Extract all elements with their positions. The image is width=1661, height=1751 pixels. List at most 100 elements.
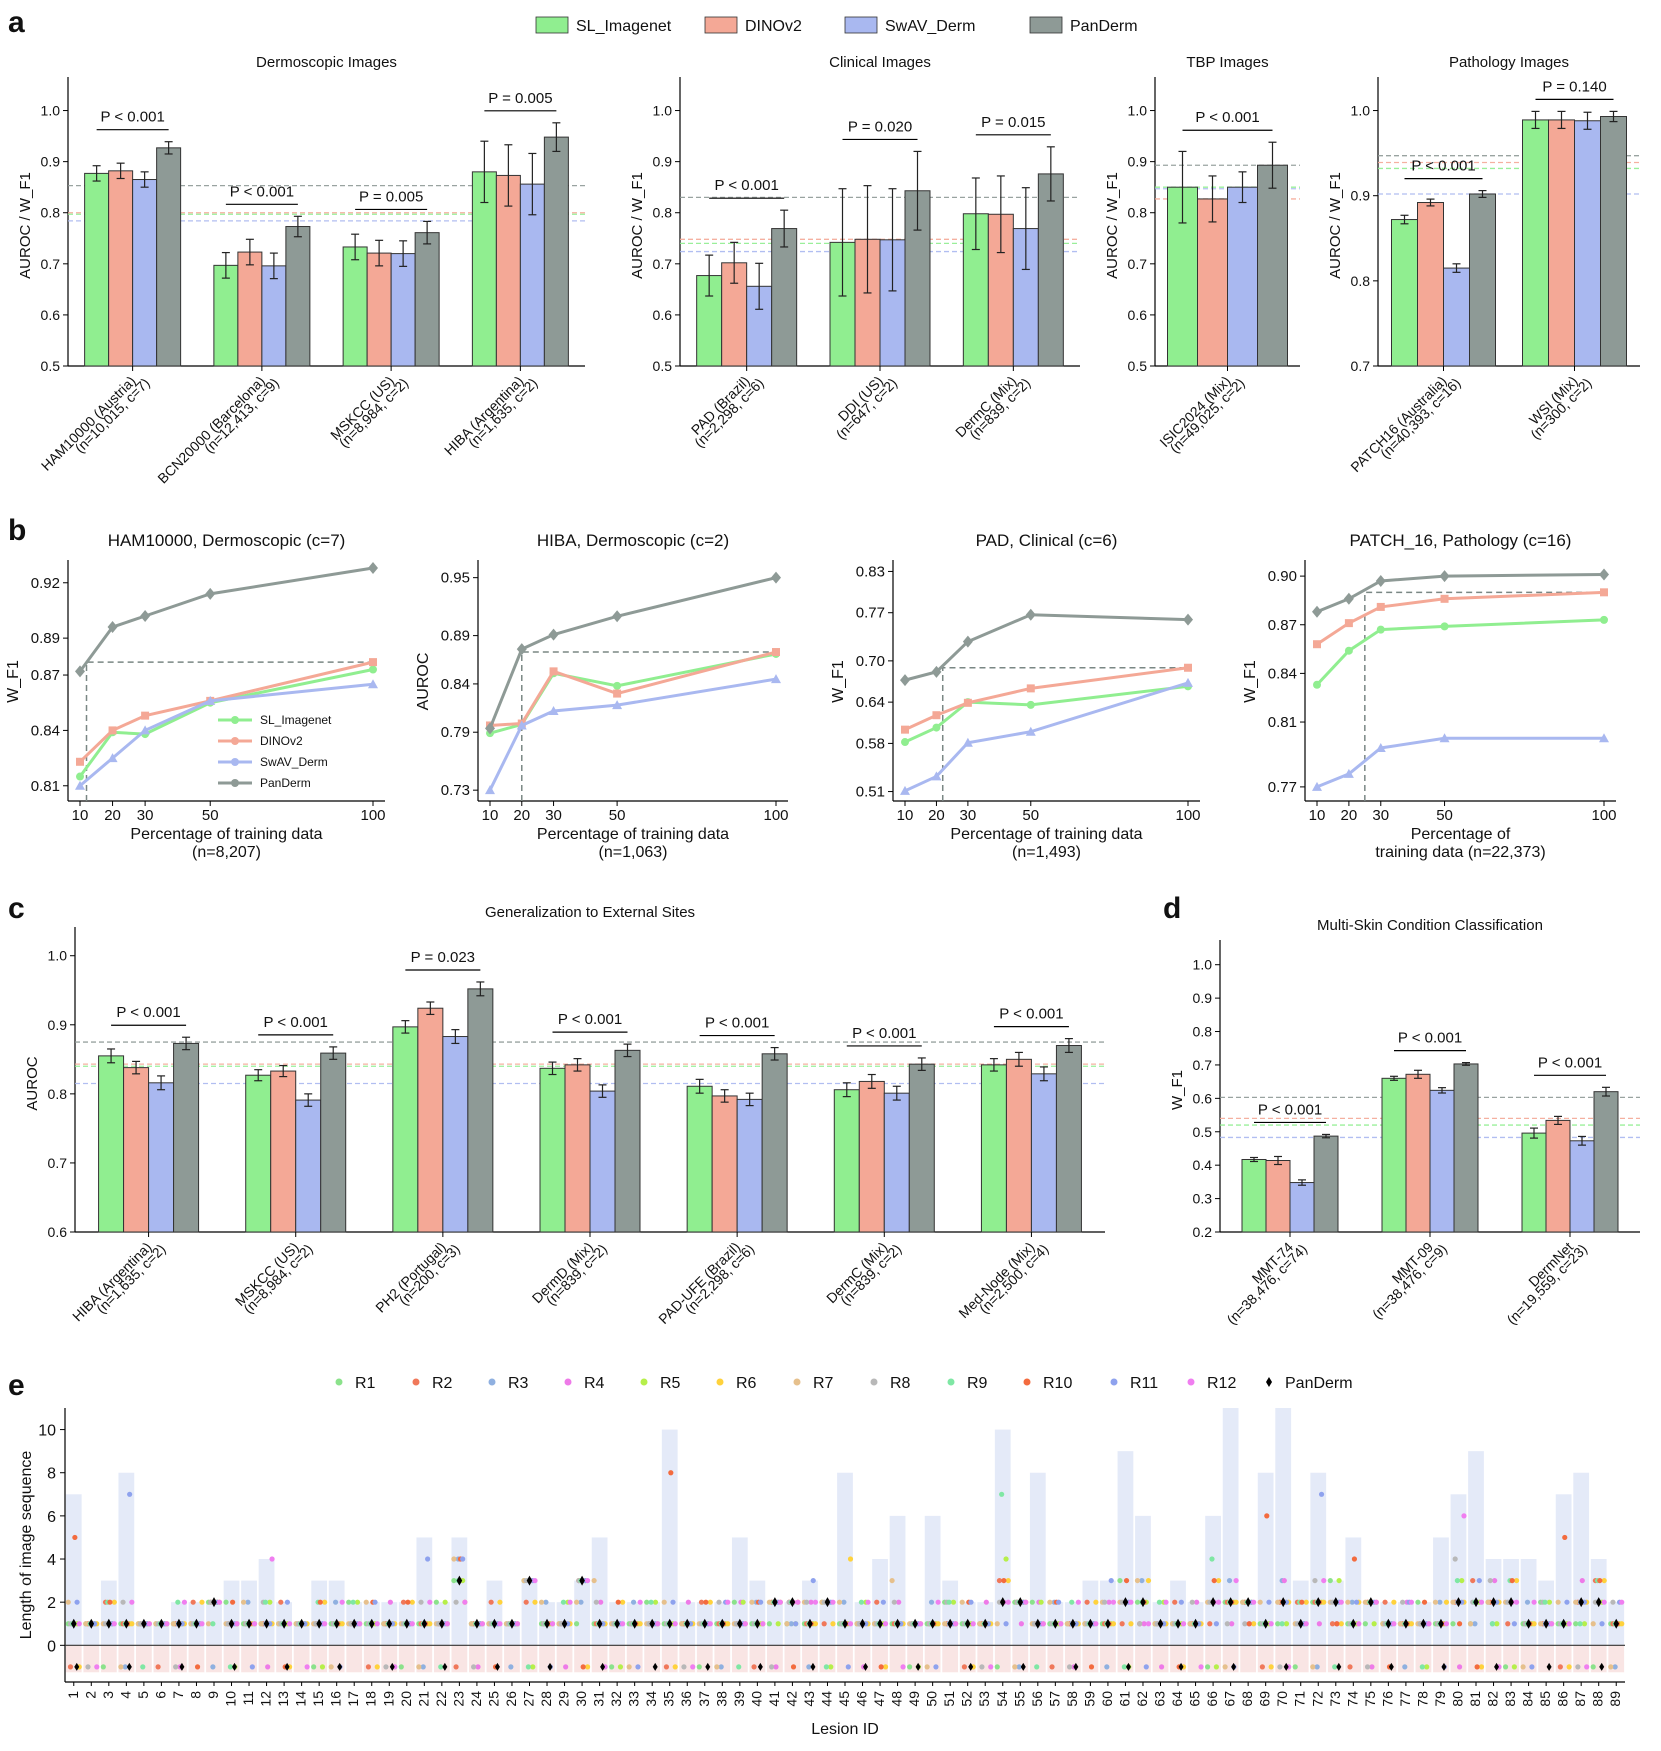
panderm-point	[246, 1618, 252, 1629]
x-tick-label: 23	[450, 1691, 466, 1707]
bar-DINOv2	[270, 1070, 297, 1233]
panderm-point-negative	[1546, 1662, 1552, 1671]
panderm-point	[1227, 1597, 1234, 1608]
x-tick-label: 65	[1187, 1691, 1203, 1707]
reader-point	[707, 1621, 713, 1627]
x-tick-label: 80	[1449, 1691, 1465, 1707]
reader-point	[497, 1599, 503, 1605]
reader-point	[1549, 1621, 1555, 1627]
panderm-point-negative	[968, 1662, 974, 1671]
reader-point	[1093, 1599, 1099, 1605]
length-bar	[65, 1494, 82, 1646]
point-SL_Imagenet	[1313, 680, 1321, 689]
reader-point	[933, 1664, 939, 1670]
y-tick-label: 0.77	[1268, 779, 1297, 796]
y-tick-label: 1.0	[653, 103, 673, 119]
panderm-point	[1087, 1618, 1094, 1629]
x-axis-label: Percentage of training data	[537, 826, 729, 843]
reader-point	[1163, 1599, 1169, 1605]
bar-PanDerm	[908, 1063, 935, 1233]
point-SwAV_Derm	[140, 725, 151, 735]
reader-point	[584, 1664, 591, 1670]
legend-marker-R4	[564, 1378, 572, 1386]
reader-point	[591, 1577, 597, 1584]
series-line-SwAV_Derm	[79, 682, 374, 787]
panderm-point-negative	[1494, 1662, 1500, 1671]
point-SwAV_Derm	[205, 695, 216, 705]
panderm-point-negative	[284, 1662, 290, 1671]
reader-point	[1415, 1599, 1421, 1605]
reader-point	[1226, 1577, 1233, 1584]
x-tick-label: 100	[1175, 807, 1200, 824]
reader-point	[731, 1599, 737, 1605]
length-bar	[1327, 1580, 1344, 1646]
point-SwAV_Derm	[1599, 733, 1609, 743]
length-bar	[241, 1580, 257, 1646]
reader-point	[322, 1621, 328, 1627]
reader-point	[1159, 1664, 1165, 1670]
point-PanDerm	[548, 628, 559, 641]
y-tick-label: 0.7	[1193, 1057, 1213, 1073]
reader-point	[1310, 1664, 1316, 1670]
y-tick-label: 0.7	[48, 1155, 68, 1171]
length-bar	[802, 1580, 818, 1646]
bar-DINOv2	[1005, 1058, 1032, 1233]
reader-point	[409, 1621, 415, 1627]
reader-point	[1172, 1599, 1178, 1605]
point-PanDerm	[75, 665, 85, 678]
legend-marker-R9	[947, 1378, 955, 1386]
y-tick-label: 0	[47, 1638, 56, 1655]
panderm-point	[403, 1618, 410, 1629]
y-axis-label: AUROC	[24, 1056, 41, 1110]
panderm-point-negative	[547, 1662, 553, 1671]
panderm-point	[1595, 1597, 1602, 1608]
panderm-point	[1578, 1597, 1584, 1608]
y-tick-label: 1.0	[41, 103, 61, 119]
y-tick-label: 0.9	[1128, 154, 1148, 170]
y-tick-label: 0.8	[48, 1086, 68, 1102]
x-tick-label: 20	[398, 1691, 414, 1707]
bar-SwAV_Derm	[261, 265, 287, 367]
point-SL_Imagenet	[1600, 615, 1608, 624]
panderm-point	[1297, 1618, 1304, 1629]
x-tick-label: 10	[1309, 807, 1326, 824]
legend-label-PanDerm: PanDerm	[1285, 1375, 1353, 1392]
reader-point	[1461, 1513, 1467, 1519]
pvalue-label: P < 0.001	[705, 1015, 769, 1032]
reader-point	[1450, 1599, 1456, 1605]
panderm-point-negative	[705, 1662, 711, 1671]
y-tick-label: 0.58	[856, 735, 885, 752]
x-tick-label: 69	[1257, 1691, 1273, 1707]
x-axis-label: (n=8,207)	[192, 844, 261, 861]
pvalue-label: P < 0.001	[558, 1011, 622, 1028]
y-tick-label: 0.95	[441, 570, 470, 587]
reader-point	[1104, 1664, 1110, 1670]
point-SL_Imagenet	[613, 681, 622, 690]
panderm-point	[1560, 1618, 1567, 1629]
reader-point	[1246, 1621, 1252, 1627]
x-tick-label: 59	[1081, 1691, 1097, 1707]
reader-point	[812, 1621, 819, 1627]
point-PanDerm	[205, 587, 216, 600]
panderm-point	[1262, 1618, 1269, 1629]
reader-point	[1106, 1599, 1112, 1605]
reader-point	[994, 1664, 1000, 1670]
length-bar	[486, 1580, 503, 1646]
pvalue-label: P < 0.001	[999, 1006, 1063, 1023]
reader-point	[1382, 1599, 1388, 1605]
reader-point	[245, 1599, 251, 1605]
panderm-point	[701, 1618, 708, 1629]
bar-SL_Imagenet	[392, 1026, 419, 1233]
pvalue-label: P < 0.001	[1398, 1030, 1462, 1047]
length-bar	[942, 1580, 959, 1646]
reader-point	[1590, 1664, 1596, 1670]
y-tick-label: 0.3	[1193, 1191, 1213, 1207]
panel-letter-a: a	[8, 6, 25, 39]
bar-SL_Imagenet	[1241, 1158, 1267, 1233]
panderm-point	[1350, 1618, 1357, 1629]
reader-point	[462, 1599, 468, 1605]
reader-point	[1318, 1491, 1325, 1497]
reader-point	[127, 1491, 133, 1497]
reader-point	[1299, 1599, 1305, 1605]
point-SwAV_Derm	[516, 720, 527, 730]
